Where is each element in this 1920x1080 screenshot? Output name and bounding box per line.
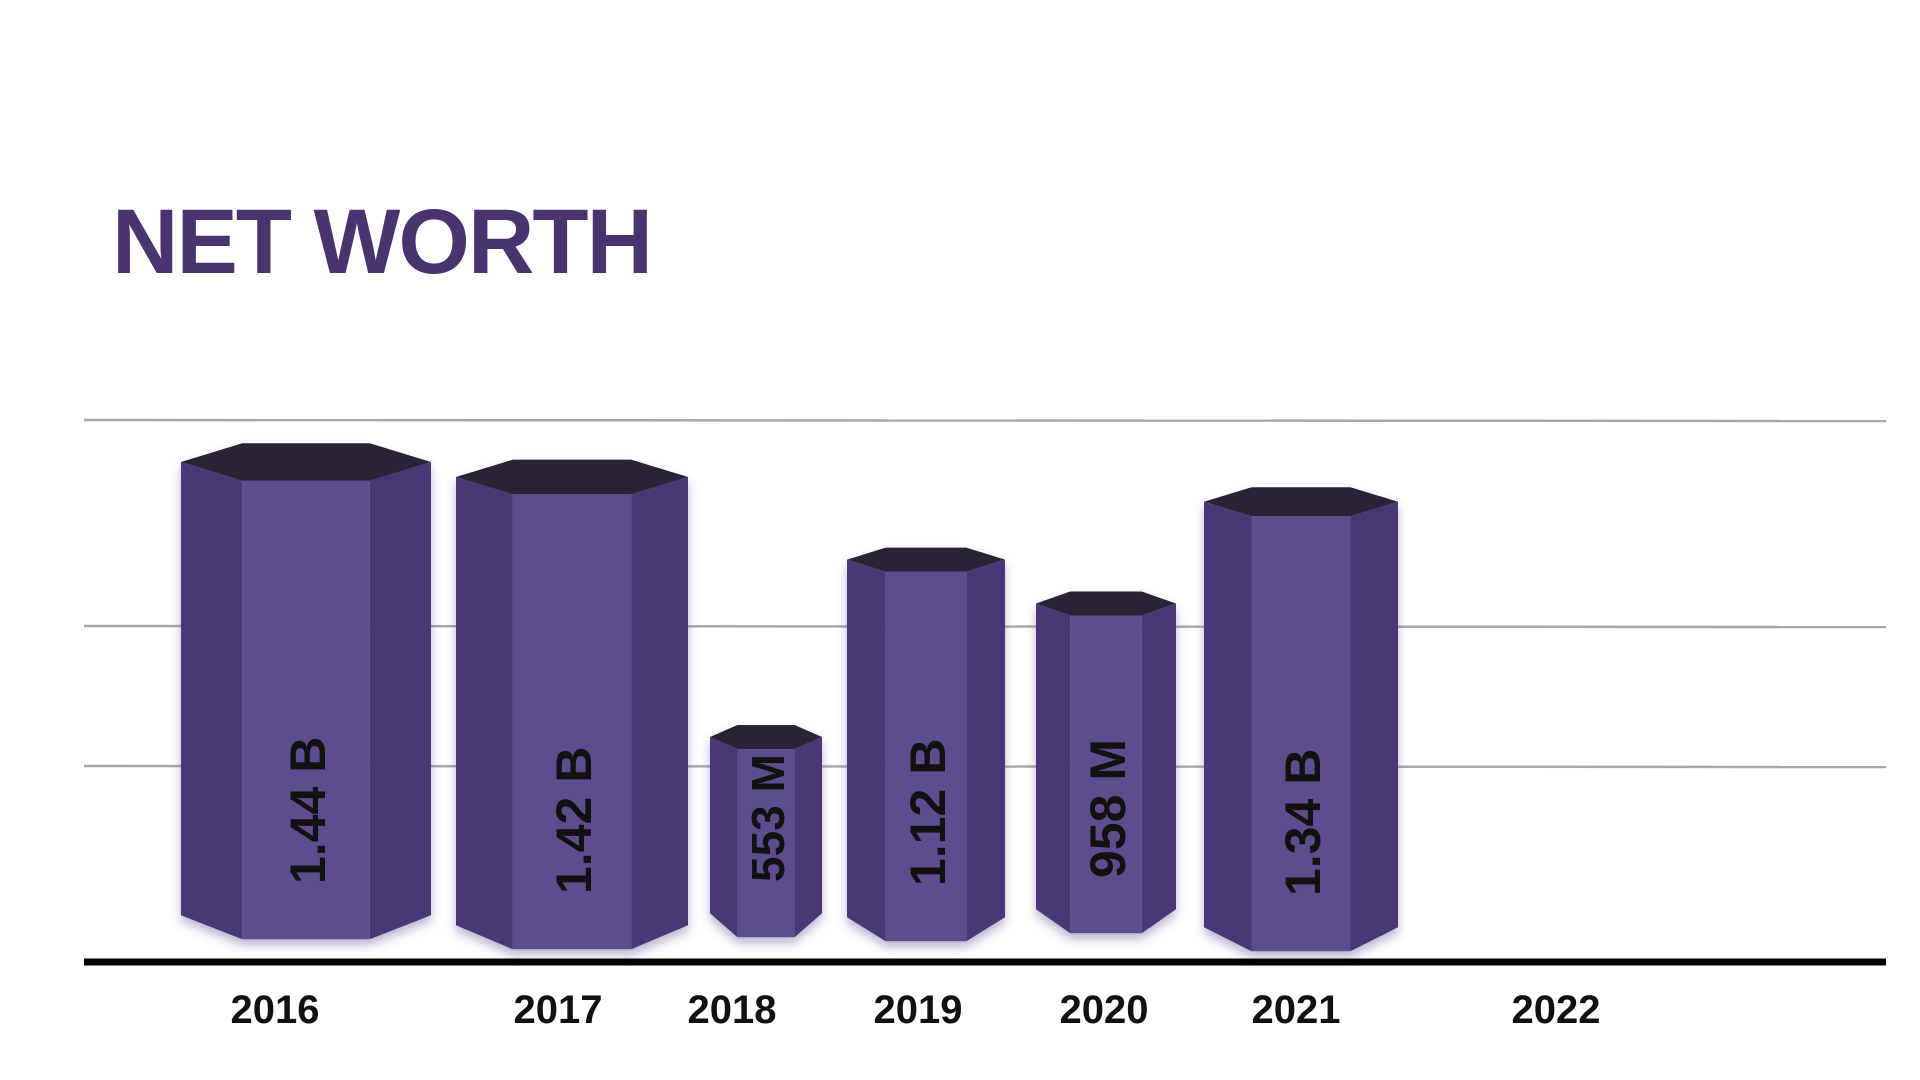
x-tick-label-2022: 2022	[1512, 988, 1601, 1032]
bar-left-face	[847, 559, 886, 942]
bar-right-face	[1350, 501, 1398, 952]
bar-top-face	[1204, 487, 1398, 517]
bars	[181, 443, 1398, 952]
bar-front-face	[1070, 615, 1142, 934]
bar-front-face	[885, 571, 967, 942]
bar-right-face	[794, 737, 822, 938]
bar-left-face	[710, 737, 738, 938]
value-label-2018: 553 M	[742, 754, 794, 882]
bar-2017	[456, 459, 688, 950]
bar-2021	[1204, 487, 1398, 952]
bar-front-face	[1251, 516, 1351, 952]
value-label-2016: 1.44 B	[280, 737, 336, 884]
bar-top-face	[847, 547, 1005, 572]
bar-top-face	[1036, 591, 1176, 616]
value-label-2019: 1.12 B	[900, 739, 956, 886]
bar-2020	[1036, 591, 1176, 934]
x-tick-label-2020: 2020	[1060, 988, 1149, 1032]
bar-right-face	[631, 477, 688, 950]
bar-right-face	[1141, 603, 1176, 934]
bar-top-face	[181, 443, 431, 481]
x-tick-label-2016: 2016	[231, 988, 320, 1032]
bar-front-face	[737, 749, 795, 938]
value-label-2021: 1.34 B	[1275, 749, 1331, 896]
value-label-2020: 958 M	[1080, 739, 1136, 878]
bar-left-face	[456, 477, 513, 950]
bar-2019	[847, 547, 1005, 942]
bar-right-face	[369, 461, 431, 940]
bar-top-face	[710, 725, 822, 750]
bar-front-face	[242, 480, 370, 940]
chart-title: NET WORTH	[112, 191, 653, 293]
bar-2016	[181, 443, 431, 940]
bar-left-face	[1036, 603, 1071, 934]
bar-front-face	[512, 494, 632, 950]
bar-left-face	[1204, 501, 1252, 952]
x-axis: 2016 2017 2018 2019 2020 2021 2022	[84, 958, 1886, 1032]
x-tick-label-2019: 2019	[874, 988, 963, 1032]
value-label-2017: 1.42 B	[546, 747, 602, 894]
value-labels: 1.44 B 1.42 B 553 M 1.12 B 958 M 1.34 B	[280, 737, 1331, 896]
x-tick-label-2017: 2017	[514, 988, 603, 1032]
x-tick-label-2018: 2018	[688, 988, 777, 1032]
bar-left-face	[181, 461, 243, 940]
bar-top-face	[456, 459, 688, 495]
gridline-0	[83, 418, 1887, 423]
bar-2018	[710, 725, 822, 938]
bar-right-face	[966, 559, 1005, 942]
x-tick-label-2021: 2021	[1252, 988, 1341, 1032]
